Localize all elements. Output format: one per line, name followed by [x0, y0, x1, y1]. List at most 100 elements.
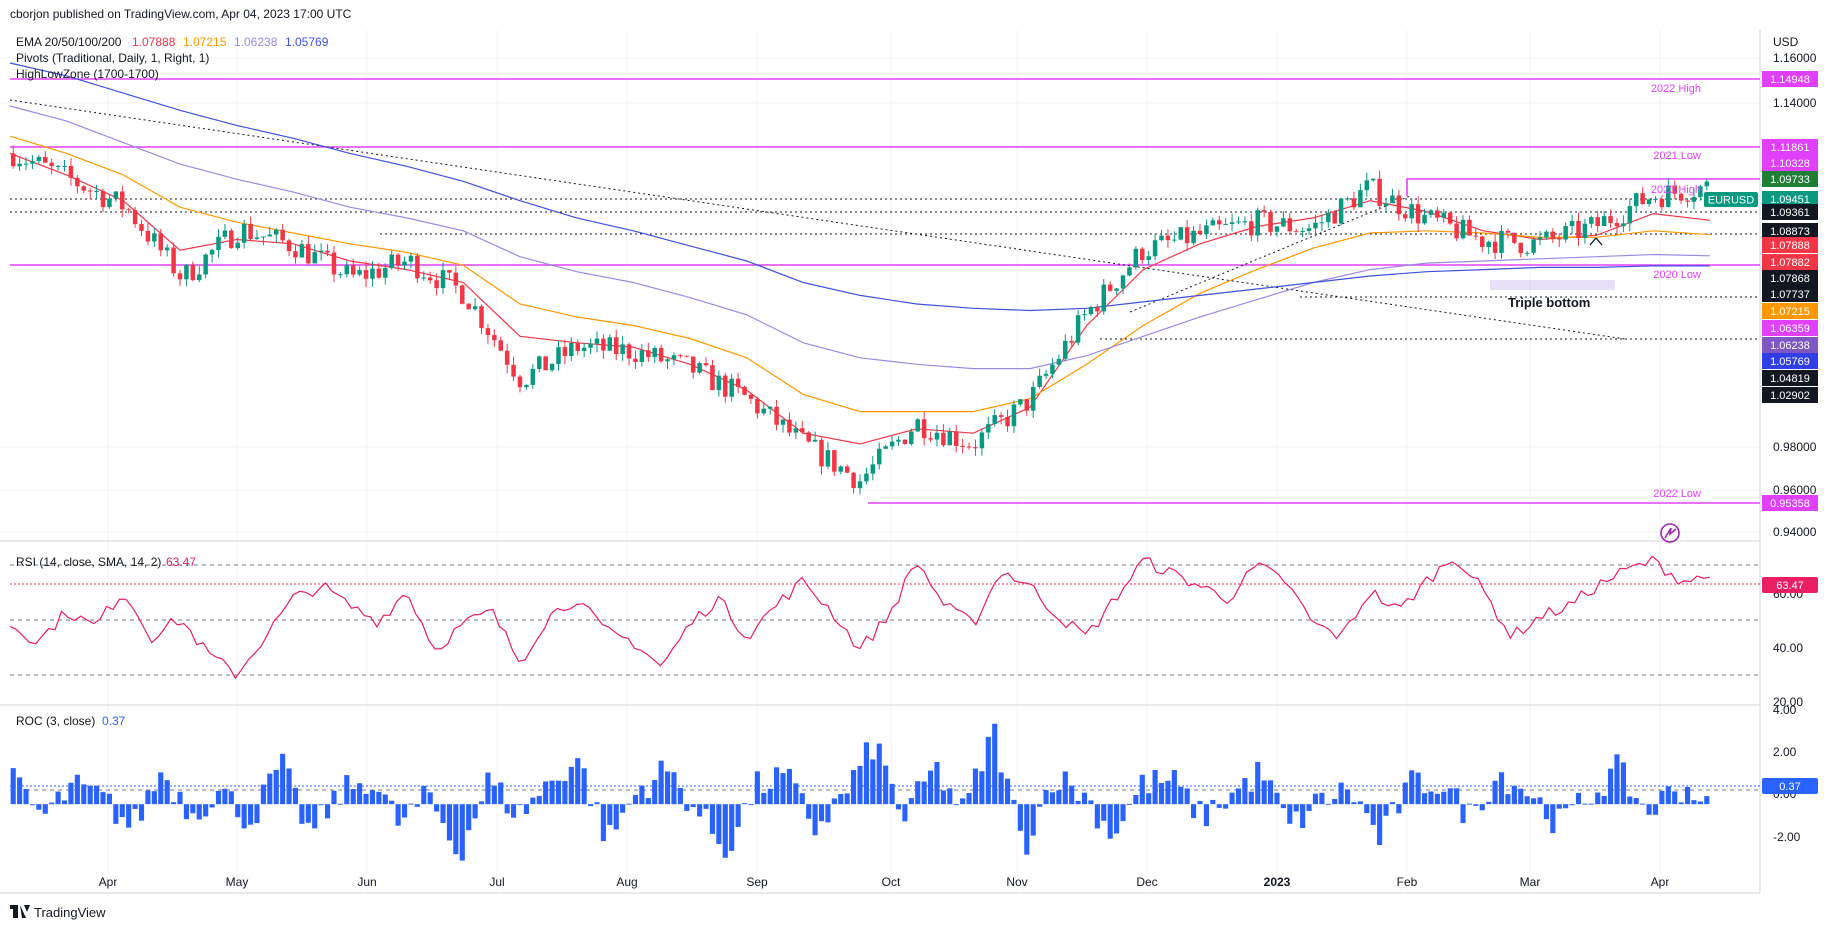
roc-bar [530, 797, 536, 805]
candle-body [1685, 200, 1690, 202]
logo-icon[interactable] [1660, 523, 1680, 543]
candle [261, 236, 266, 246]
candle [87, 187, 93, 200]
candle-body [1261, 210, 1267, 212]
candle [1428, 208, 1434, 218]
candle [832, 449, 837, 476]
candle [1293, 228, 1299, 233]
candle-body [1095, 307, 1100, 312]
candle-body [1056, 358, 1062, 365]
roc-bar [36, 804, 42, 810]
roc-bar [1004, 778, 1011, 805]
candle-body [748, 394, 754, 399]
candle-body [973, 447, 978, 449]
candle-body [427, 277, 433, 281]
candle-body [960, 446, 965, 448]
trendline-up[interactable] [1129, 195, 1411, 313]
candle [896, 436, 901, 446]
time-label-jul: Jul [489, 875, 504, 889]
roc-pane[interactable]: ROC (3, close) 0.37 4.00 2.00 0.00 -2.00… [10, 703, 1818, 861]
candle [1422, 208, 1427, 225]
roc-bar [741, 803, 748, 805]
candle [55, 164, 61, 171]
price-axis[interactable]: 1.16000 1.14000 0.98000 0.96000 0.94000 [1773, 51, 1817, 539]
candle-body [543, 356, 548, 371]
candle [1627, 198, 1633, 232]
roc-bar [1550, 804, 1556, 834]
roc-bar [960, 798, 966, 805]
time-axis[interactable]: Apr May Jun Jul Aug Sep Oct Nov Dec 2023… [99, 875, 1670, 889]
roc-bar [119, 804, 125, 818]
candle-body [318, 250, 324, 253]
candle [43, 150, 48, 164]
roc-bar [466, 804, 472, 831]
tradingview-brand[interactable]: TradingView [10, 905, 106, 920]
roc-tick-minus2: -2.00 [1773, 830, 1801, 844]
candle-body [883, 446, 888, 449]
roc-bar [1601, 795, 1607, 805]
level-2023-high[interactable] [1406, 178, 1760, 196]
roc-bar [1684, 786, 1691, 805]
candle-body [1390, 195, 1395, 204]
candle-body [1640, 193, 1645, 205]
roc-bar [671, 772, 677, 805]
candle [973, 439, 978, 456]
candle-body [1467, 219, 1472, 236]
candle-body [633, 358, 638, 362]
candle [498, 336, 503, 352]
pivots-legend[interactable]: Pivots (Traditional, Daily, 1, Right, 1) [16, 51, 209, 65]
roc-bar [164, 780, 170, 805]
roc-bar [305, 804, 311, 823]
roc-bar [235, 804, 241, 818]
roc-bar [1081, 792, 1088, 805]
symbol-tag[interactable]: EURUSD [1704, 192, 1758, 207]
roc-bar [934, 762, 940, 805]
roc-bar [786, 768, 792, 805]
roc-bar [241, 804, 247, 829]
roc-bar [1466, 803, 1472, 805]
trendline-down[interactable] [9, 99, 1626, 340]
time-label-2023: 2023 [1264, 875, 1291, 889]
price-label: 1.07215 [1762, 303, 1818, 319]
candle-body [793, 428, 799, 433]
roc-bar [427, 792, 433, 805]
candle-body [1172, 239, 1177, 241]
candle [626, 342, 632, 366]
candle [1499, 225, 1504, 259]
candle-body [1460, 219, 1466, 239]
candle [1370, 178, 1376, 182]
candle-body [755, 398, 760, 414]
roc-bar [511, 804, 517, 818]
candle-body [646, 350, 651, 358]
roc-bar [1383, 804, 1389, 816]
time-label-jun: Jun [357, 875, 376, 889]
candle [1685, 198, 1690, 208]
candle-body [10, 153, 16, 167]
roc-bar [831, 798, 837, 805]
roc-bar [1178, 786, 1184, 805]
roc-bar [357, 783, 363, 805]
roc-bar [273, 769, 279, 805]
candle-body [1486, 241, 1491, 248]
candle-body [1653, 198, 1658, 200]
triple-bottom-label: Triple bottom [1508, 295, 1590, 310]
roc-bar [1261, 780, 1267, 805]
roc-value-badge [1762, 778, 1818, 794]
price-tick-1-16: 1.16000 [1773, 51, 1817, 65]
candle-body [434, 280, 439, 289]
ema20-value: 1.07888 [132, 35, 176, 49]
candle [1236, 216, 1241, 225]
candle-body [1576, 220, 1581, 238]
highlow-legend[interactable]: HighLowZone (1700-1700) [16, 67, 159, 81]
candle-body [344, 265, 350, 275]
roc-bar [113, 804, 119, 824]
rsi-pane[interactable]: RSI (14, close, SMA, 14, 2) 63.47 60.00 … [9, 555, 1818, 709]
price-label-bg [1762, 254, 1818, 270]
roc-bar [158, 772, 164, 805]
candle-body [1140, 248, 1145, 260]
candle-body [1242, 221, 1248, 223]
ema-legend[interactable]: EMA 20/50/100/200 1.07888 1.07215 1.0623… [16, 35, 329, 49]
candle [145, 223, 151, 246]
candle [909, 428, 914, 446]
